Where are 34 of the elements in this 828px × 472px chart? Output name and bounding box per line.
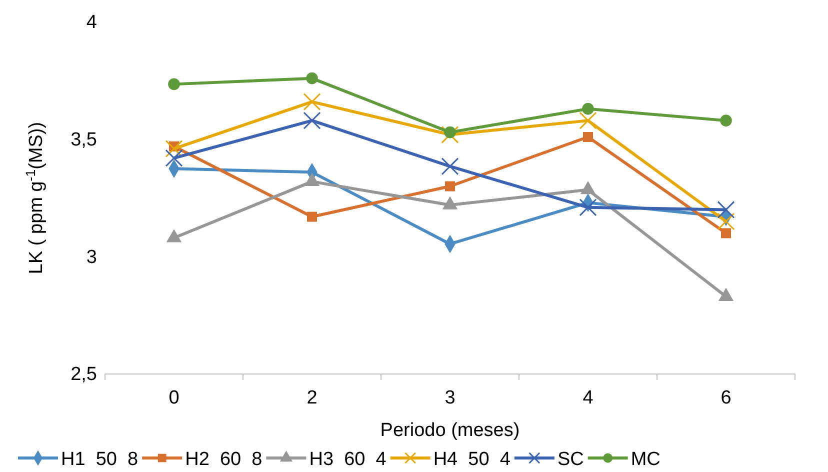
point: [717, 200, 735, 219]
point: [441, 126, 459, 144]
point: [721, 228, 731, 238]
legend-label: H1 50 8: [61, 449, 138, 470]
y-tick-label: 3,5: [70, 129, 97, 150]
legend-label: SC: [557, 449, 584, 470]
legend-label: H4 50 4: [433, 449, 511, 470]
point: [165, 149, 183, 167]
point: [582, 102, 594, 115]
point: [303, 93, 321, 111]
point: [583, 132, 593, 142]
point: [445, 181, 455, 192]
point: [720, 114, 732, 126]
legend-label: MC: [630, 449, 660, 470]
point: [579, 198, 597, 216]
x-axis-title: Periodo (meses): [380, 420, 520, 441]
point: [444, 126, 456, 138]
legend-label: H3 60 4: [309, 449, 387, 470]
point: [168, 78, 180, 90]
y-tick-label: 4: [86, 12, 98, 34]
x-tick-label: 3: [444, 387, 456, 408]
point: [303, 112, 321, 130]
point: [306, 72, 318, 84]
x-tick-label: 2: [306, 387, 318, 408]
y-tick-label: 3: [86, 246, 97, 268]
point: [441, 158, 459, 176]
point: [307, 212, 317, 222]
x-tick-label: 6: [720, 387, 732, 408]
point: [579, 112, 597, 130]
point: [717, 212, 735, 230]
y-tick-label: 2,5: [70, 364, 97, 386]
x-tick-label: 0: [168, 387, 180, 408]
legend-label: H2 60 8: [185, 449, 262, 470]
x-tick-label: 4: [582, 387, 594, 408]
